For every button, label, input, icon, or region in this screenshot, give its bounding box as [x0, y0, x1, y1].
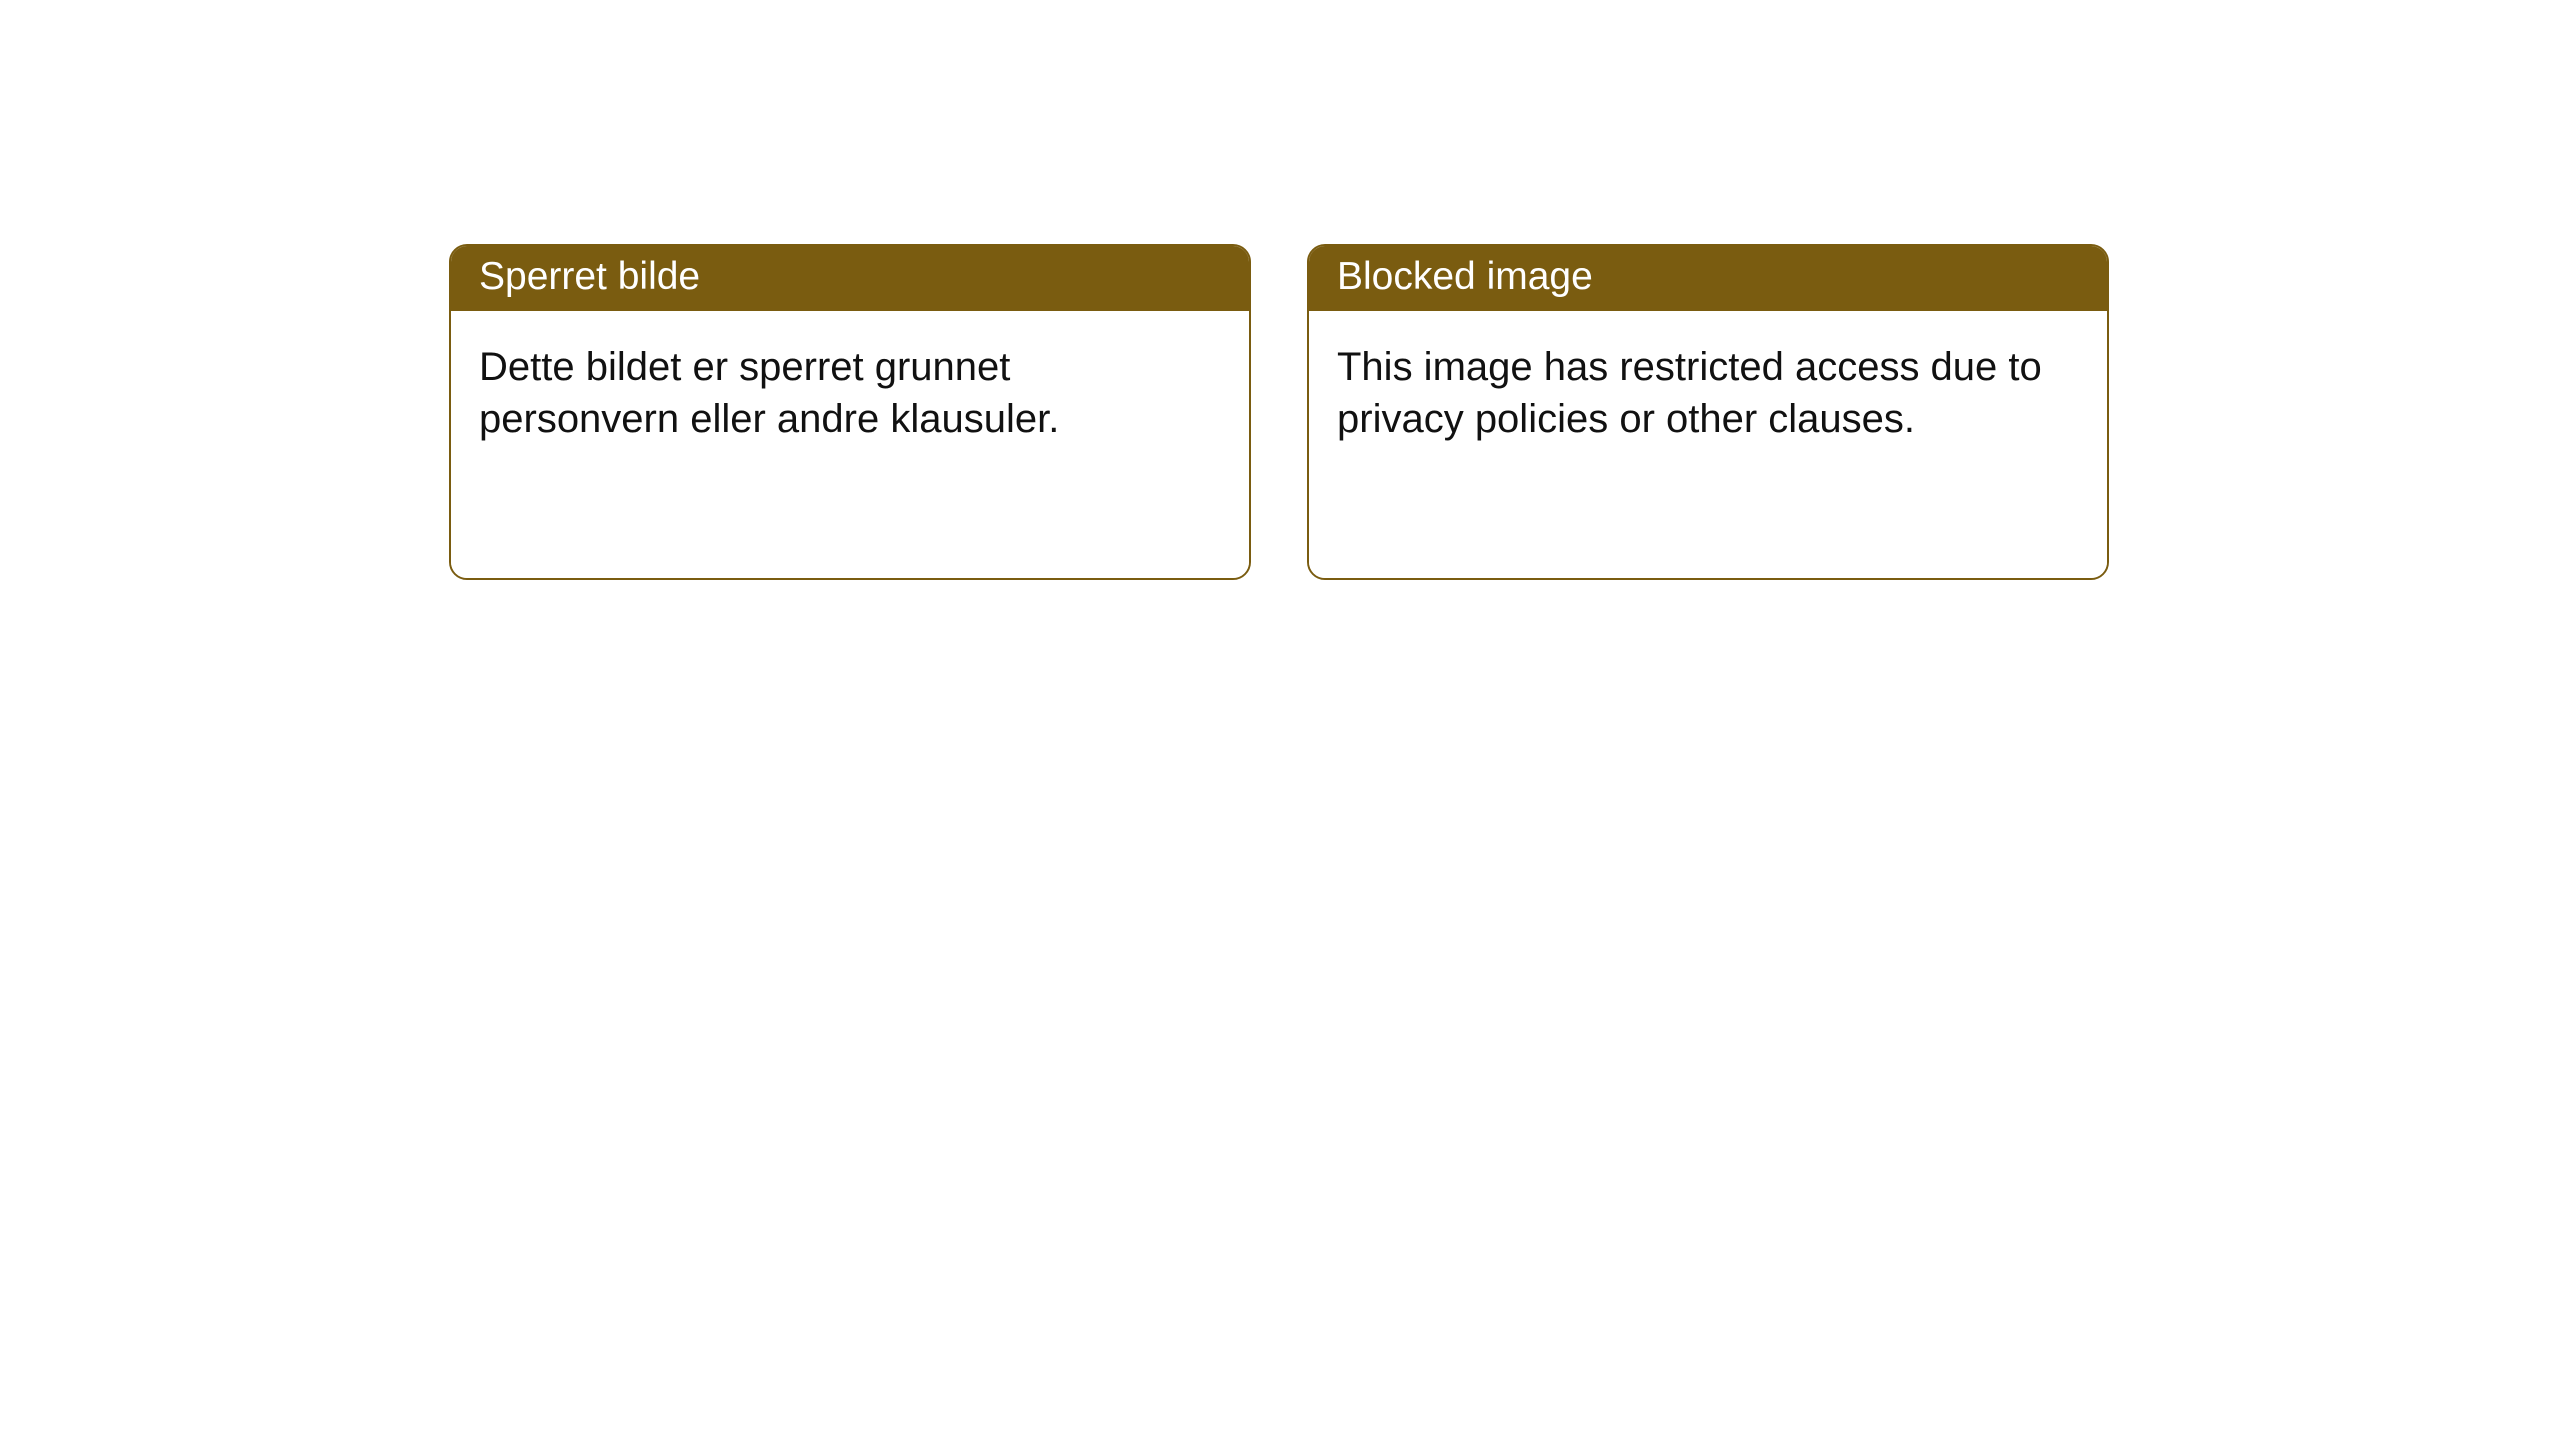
card-body: Dette bildet er sperret grunnet personve…	[451, 311, 1249, 578]
blocked-image-card-en: Blocked image This image has restricted …	[1307, 244, 2109, 580]
card-title: Blocked image	[1337, 255, 1593, 298]
blocked-image-card-no: Sperret bilde Dette bildet er sperret gr…	[449, 244, 1251, 580]
card-message: This image has restricted access due to …	[1337, 341, 2079, 445]
card-header: Blocked image	[1309, 246, 2107, 311]
card-title: Sperret bilde	[479, 255, 700, 298]
card-message: Dette bildet er sperret grunnet personve…	[479, 341, 1221, 445]
card-header: Sperret bilde	[451, 246, 1249, 311]
notice-container: Sperret bilde Dette bildet er sperret gr…	[0, 0, 2560, 580]
card-body: This image has restricted access due to …	[1309, 311, 2107, 578]
